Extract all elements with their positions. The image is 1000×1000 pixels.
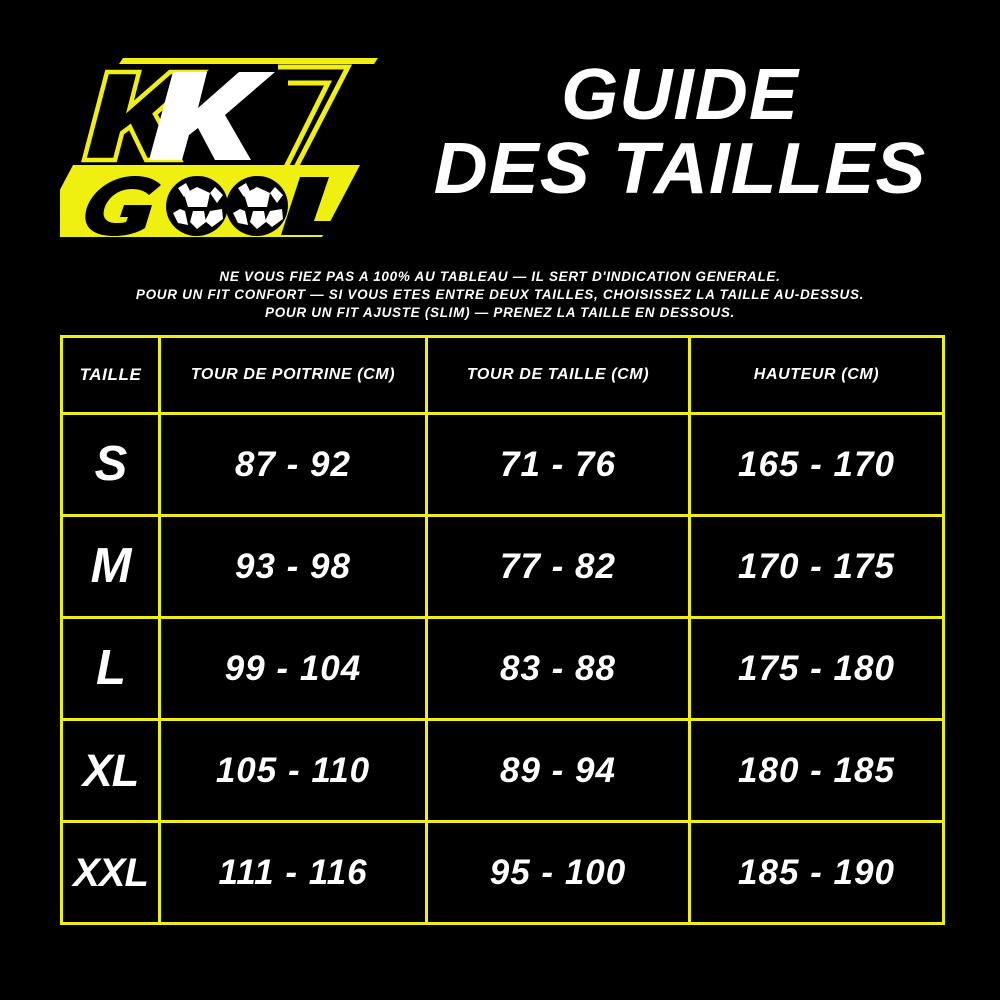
guide-note-1: NE VOUS FIEZ PAS A 100% AU TABLEAU — IL … xyxy=(219,269,781,284)
cell-chest: 87 - 92 xyxy=(158,412,428,517)
table-header-row: TAILLE TOUR DE POITRINE (CM) TOUR DE TAI… xyxy=(60,335,945,415)
page-title-line-2: DES TAILLES xyxy=(433,128,927,209)
column-header-chest-label: TOUR DE POITRINE (CM) xyxy=(190,366,396,383)
cell-height: 170 - 175 xyxy=(688,514,945,619)
chest-value: 111 - 116 xyxy=(218,853,368,892)
cell-height: 175 - 180 xyxy=(688,616,945,721)
table-row: XL 105 - 110 89 - 94 180 - 185 xyxy=(60,718,945,823)
cell-chest: 105 - 110 xyxy=(158,718,428,823)
guide-note-3: POUR UN FIT AJUSTE (SLIM) — PRENEZ LA TA… xyxy=(265,304,735,320)
cell-height: 165 - 170 xyxy=(688,412,945,517)
chest-value: 105 - 110 xyxy=(215,751,371,790)
cell-chest: 111 - 116 xyxy=(158,820,428,925)
logo-letter-g xyxy=(85,176,161,236)
column-header-height: HAUTEUR (CM) xyxy=(688,335,945,415)
cell-size: XXL xyxy=(60,820,161,925)
chest-value: 87 - 92 xyxy=(235,445,351,484)
cell-chest: 93 - 98 xyxy=(158,514,428,619)
cell-waist: 83 - 88 xyxy=(425,616,691,721)
table-row: L 99 - 104 83 - 88 175 - 180 xyxy=(60,616,945,721)
logo-letter-l xyxy=(281,177,342,235)
brand-logo xyxy=(60,45,400,245)
column-header-height-label: HAUTEUR (CM) xyxy=(753,366,880,383)
size-chart-table: TAILLE TOUR DE POITRINE (CM) TOUR DE TAI… xyxy=(60,335,945,925)
waist-value: 89 - 94 xyxy=(500,751,616,790)
size-label: XXL xyxy=(73,850,149,895)
height-value: 180 - 185 xyxy=(738,751,895,790)
cell-waist: 89 - 94 xyxy=(425,718,691,823)
page-title-line-1: GUIDE xyxy=(561,55,799,135)
cell-size: XL xyxy=(60,718,161,823)
cell-waist: 95 - 100 xyxy=(425,820,691,925)
guide-note-2: POUR UN FIT CONFORT — SI VOUS ETES ENTRE… xyxy=(135,286,865,302)
column-header-waist-label: TOUR DE TAILLE (CM) xyxy=(466,366,650,383)
chest-value: 99 - 104 xyxy=(224,649,362,688)
table-row: XXL 111 - 116 95 - 100 185 - 190 xyxy=(60,820,945,925)
height-value: 175 - 180 xyxy=(738,649,895,688)
cell-size: M xyxy=(60,514,161,619)
size-label: M xyxy=(90,539,132,593)
column-header-chest: TOUR DE POITRINE (CM) xyxy=(158,335,428,415)
column-header-waist: TOUR DE TAILLE (CM) xyxy=(425,335,691,415)
height-value: 165 - 170 xyxy=(738,445,895,484)
column-header-size-label: TAILLE xyxy=(79,365,142,384)
logo-soccer-ball-2 xyxy=(226,175,288,237)
cell-waist: 71 - 76 xyxy=(425,412,691,517)
size-label: S xyxy=(94,437,128,491)
waist-value: 83 - 88 xyxy=(500,649,616,688)
table-row: S 87 - 92 71 - 76 165 - 170 xyxy=(60,412,945,517)
logo-arrow-inner xyxy=(279,80,333,177)
guide-notes: NE VOUS FIEZ PAS A 100% AU TABLEAU — IL … xyxy=(0,268,1000,321)
logo-top-rule xyxy=(119,58,378,64)
height-value: 185 - 190 xyxy=(738,853,895,892)
cell-waist: 77 - 82 xyxy=(425,514,691,619)
cell-height: 185 - 190 xyxy=(688,820,945,925)
waist-value: 77 - 82 xyxy=(500,547,616,586)
cell-height: 180 - 185 xyxy=(688,718,945,823)
logo-letter-k-solid xyxy=(149,72,275,160)
logo-arrow-outline xyxy=(278,64,353,175)
logo-soccer-ball-1 xyxy=(166,175,228,237)
cell-size: L xyxy=(60,616,161,721)
brand-logo-graphic xyxy=(60,58,378,237)
chest-value: 93 - 98 xyxy=(235,547,351,586)
table-row: M 93 - 98 77 - 82 170 - 175 xyxy=(60,514,945,619)
height-value: 170 - 175 xyxy=(738,547,895,586)
size-label: L xyxy=(96,641,126,695)
page-title: GUIDE DES TAILLES xyxy=(400,59,960,204)
size-label: XL xyxy=(82,745,140,796)
cell-size: S xyxy=(60,412,161,517)
cell-chest: 99 - 104 xyxy=(158,616,428,721)
waist-value: 71 - 76 xyxy=(500,445,616,484)
waist-value: 95 - 100 xyxy=(489,853,627,892)
column-header-size: TAILLE xyxy=(60,335,161,415)
